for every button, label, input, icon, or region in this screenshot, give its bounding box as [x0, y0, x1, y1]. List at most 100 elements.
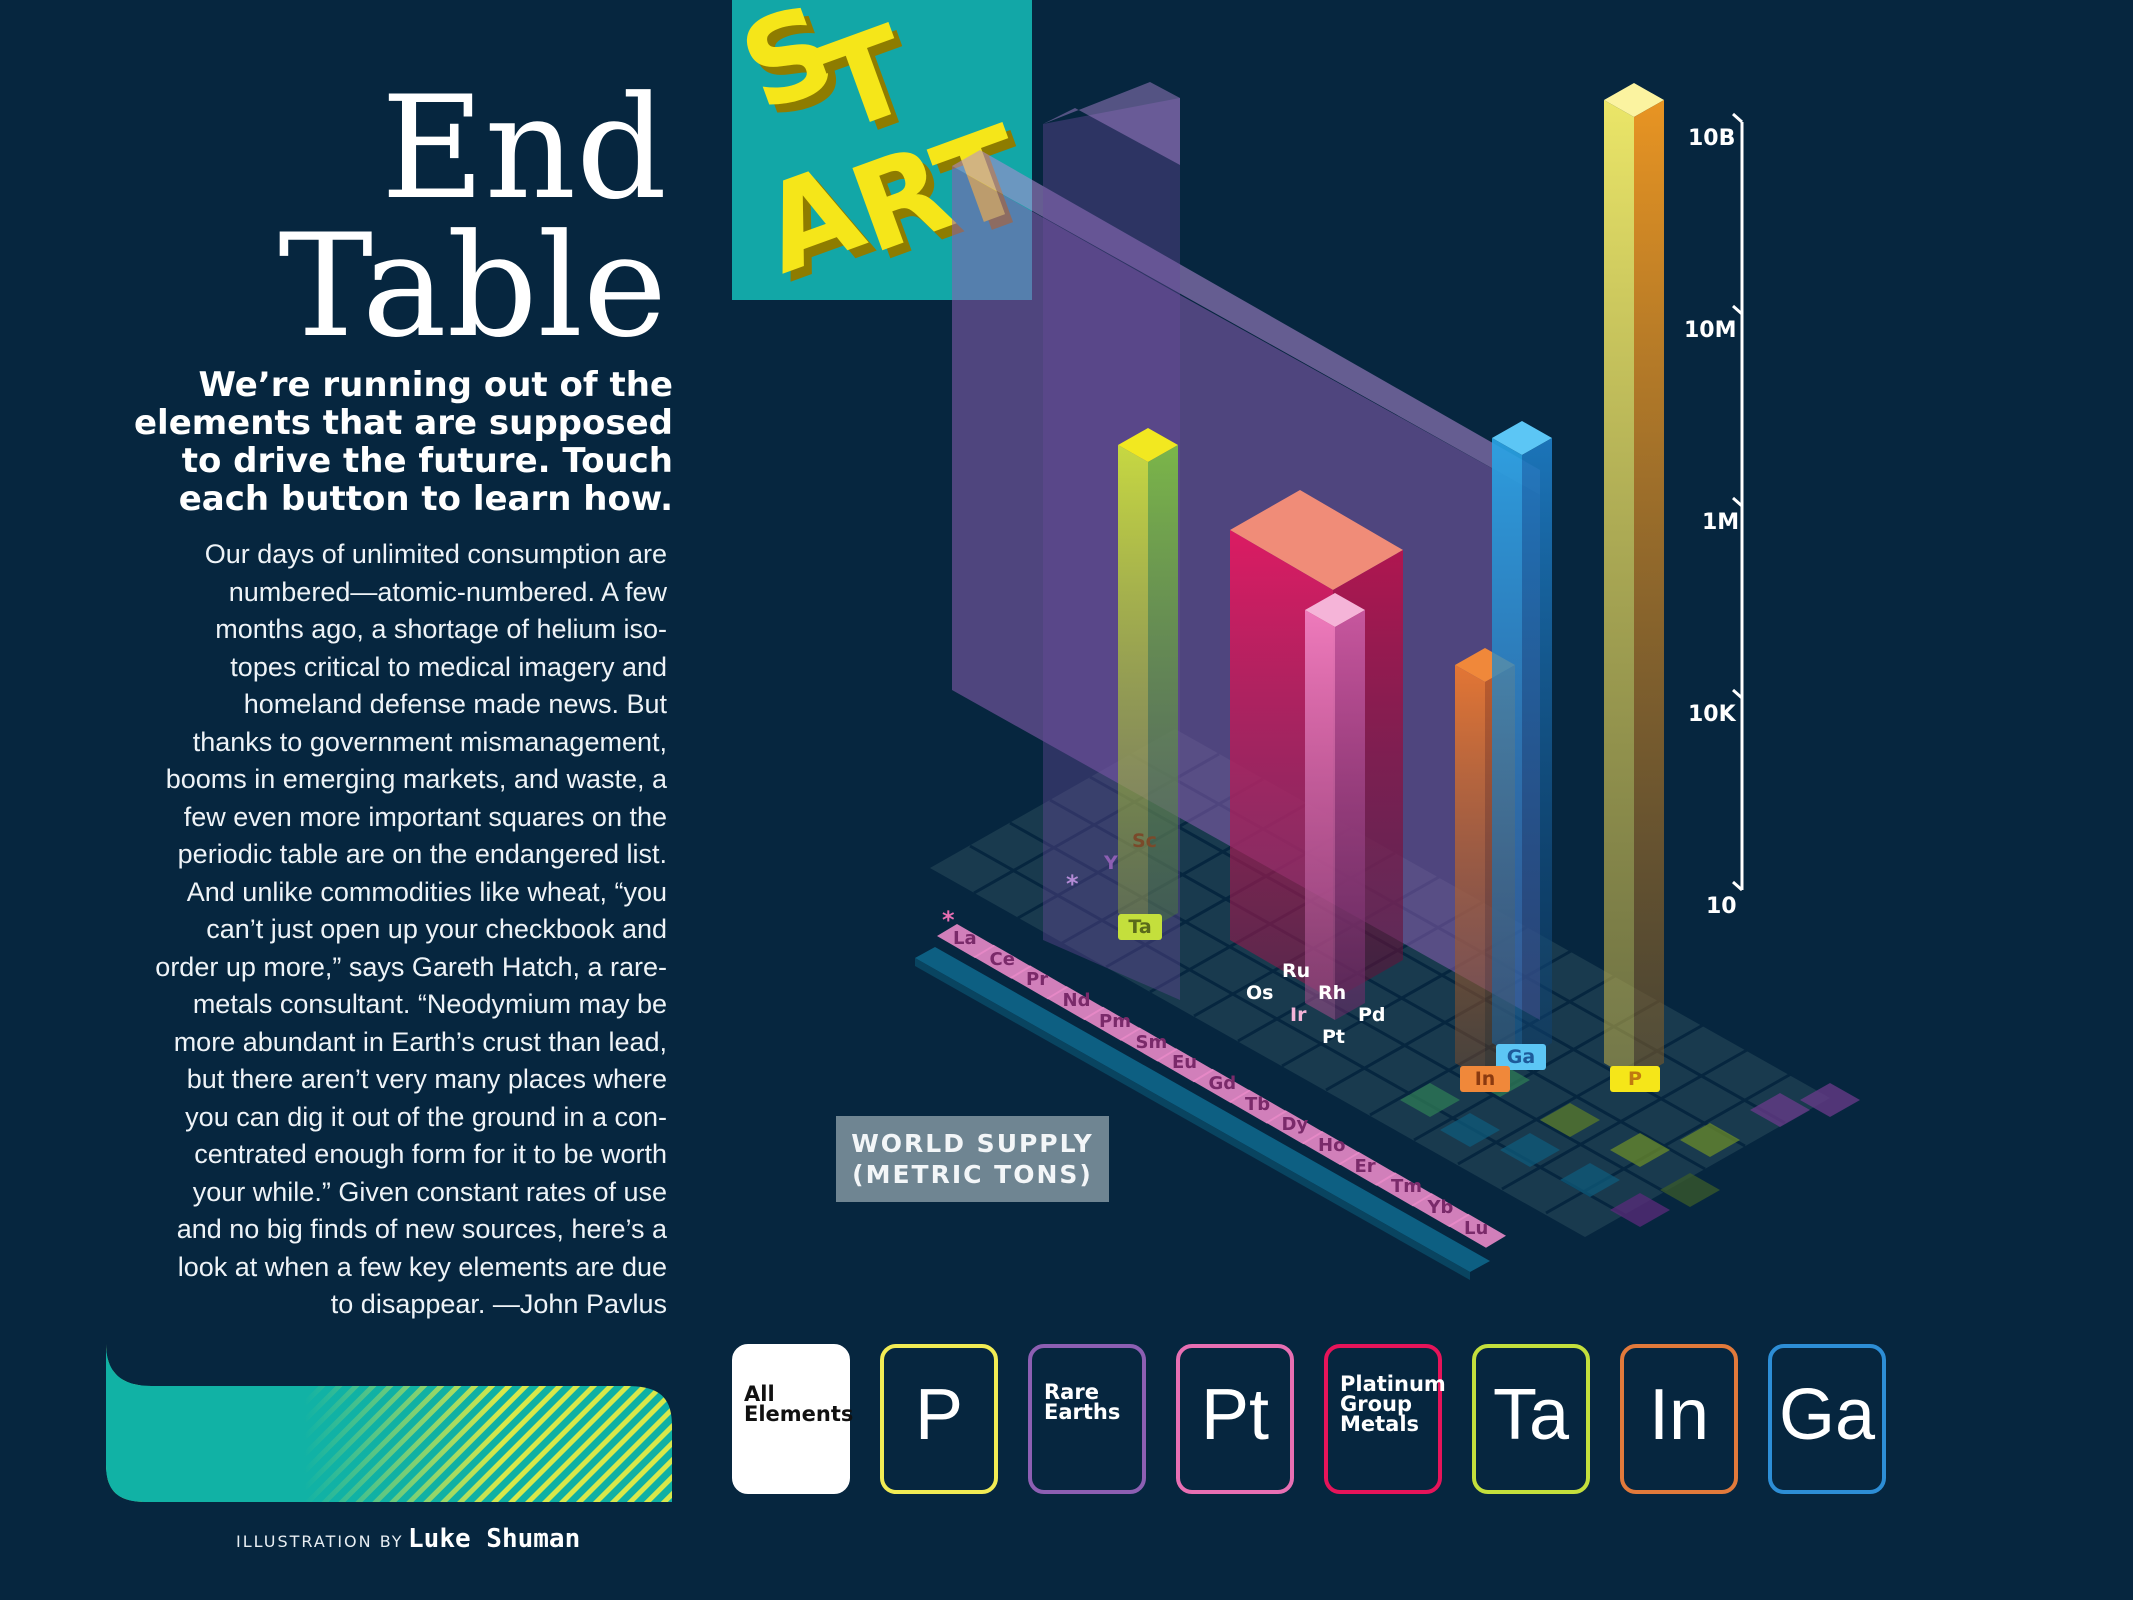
title-line-1: End — [380, 66, 667, 231]
supply-line-1: WORLD SUPPLY — [851, 1129, 1094, 1158]
lanthanide-label: Sm — [1135, 1031, 1168, 1053]
title-line-2: Table — [278, 204, 667, 369]
tantalum-button[interactable]: Ta — [1472, 1344, 1590, 1494]
body-line: to disappear. —John Pavlus — [330, 1289, 667, 1319]
all-elements-button[interactable]: All Elements — [732, 1344, 854, 1494]
body-line: periodic table are on the endangered lis… — [177, 839, 667, 869]
axis-tick-1m: 1M — [1702, 510, 1740, 535]
lanthanide-label: Tb — [1245, 1093, 1271, 1115]
lanthanide-label: Lu — [1464, 1217, 1489, 1239]
body-line: can’t just open up your checkbook and — [206, 914, 667, 944]
rare-earths-button[interactable]: Rare Earths — [1028, 1344, 1146, 1494]
phosphorus-symbol: P — [914, 1375, 964, 1455]
body-line: topes critical to medical imagery and — [230, 651, 667, 682]
lanthanide-label: Gd — [1208, 1072, 1237, 1094]
lanthanide-label: Yb — [1427, 1197, 1454, 1219]
subheading: We’re running out of the elements that a… — [53, 366, 673, 518]
page-title: End Table — [47, 66, 667, 369]
gallium-button[interactable]: Ga — [1768, 1344, 1886, 1494]
credit-prefix: ILLUSTRATION BY — [236, 1532, 404, 1551]
indium-symbol: In — [1648, 1375, 1710, 1455]
lanthanide-tile — [1229, 1089, 1287, 1124]
body-line: and no big finds of new sources, here’s … — [176, 1214, 667, 1244]
body-line: thanks to government mismanagement, — [192, 726, 667, 757]
lanthanide-tile — [1375, 1172, 1433, 1207]
body-line: your while.” Given constant rates of use — [192, 1176, 667, 1207]
body-line: centrated enough form for it to be worth — [194, 1139, 667, 1169]
element-label-rh: Rh — [1318, 982, 1347, 1004]
body-line: Our days of unlimited consumption are — [204, 539, 667, 569]
axis-tick-10k: 10K — [1688, 702, 1736, 727]
rare-earths-label: Rare Earths — [1044, 1380, 1148, 1424]
lanthanide-row — [937, 924, 1506, 1248]
illustration-credit: ILLUSTRATION BY Luke Shuman — [236, 1524, 580, 1554]
lanthanide-tile — [937, 924, 995, 958]
body-line: metals consultant. “Neodymium may be — [192, 989, 667, 1019]
label-line: All — [744, 1382, 775, 1406]
axis-tick-10m: 10M — [1684, 318, 1737, 343]
platinum-symbol: Pt — [1200, 1375, 1270, 1455]
bar-p — [1604, 83, 1664, 1080]
label-line: Rare — [1044, 1380, 1099, 1404]
gallium-symbol: Ga — [1778, 1375, 1876, 1455]
body-line: more abundant in Earth’s crust than lead… — [173, 1026, 667, 1057]
lanthanide-tile — [973, 944, 1032, 979]
element-tile-ta: Ta — [1118, 914, 1162, 940]
phosphorus-button[interactable]: P — [880, 1344, 998, 1494]
lanthanide-label: Ce — [989, 948, 1015, 970]
body-line: you can dig it out of the ground in a co… — [185, 1101, 667, 1132]
subhead-line: elements that are supposed — [133, 403, 673, 443]
element-label-ta: Ta — [1128, 916, 1152, 938]
lanthanide-label: La — [953, 928, 977, 949]
body-line: And unlike commodities like wheat, “you — [186, 876, 667, 907]
lanthanide-asterisk: * — [942, 906, 955, 934]
lanthanide-tile — [1156, 1048, 1214, 1083]
subhead-line: to drive the future. Touch — [181, 441, 673, 481]
pgm-label: Platinum Group Metals — [1340, 1372, 1446, 1436]
lanthanide-label: Pr — [1026, 969, 1049, 991]
axis-tick-10b: 10B — [1688, 126, 1736, 151]
lanthanide-tile — [1338, 1151, 1397, 1186]
body-line: homeland defense made news. But — [243, 689, 667, 719]
element-label-sc: Sc — [1132, 830, 1157, 852]
lanthanide-tile — [1046, 986, 1105, 1021]
label-line: Platinum — [1340, 1372, 1446, 1396]
lanthanide-label: Ho — [1318, 1135, 1346, 1156]
front-edge-row — [915, 947, 1490, 1280]
lanthanide-label: Nd — [1062, 990, 1091, 1012]
tantalum-symbol: Ta — [1492, 1375, 1570, 1455]
body-line: but there aren’t very many places where — [186, 1064, 667, 1094]
element-tile-ga: Ga — [1496, 1044, 1546, 1070]
body-line: months ago, a shortage of helium iso- — [215, 614, 667, 644]
element-tile-p: P — [1610, 1066, 1660, 1092]
platinum-group-metals-button[interactable]: Platinum Group Metals — [1324, 1344, 1446, 1494]
label-line: Elements — [744, 1402, 854, 1426]
credit-name: Luke Shuman — [408, 1524, 581, 1554]
bar-pt — [1305, 593, 1365, 1020]
lanthanide-tile — [1411, 1193, 1470, 1228]
subhead-line: each button to learn how. — [178, 479, 673, 519]
all-elements-label: All Elements — [744, 1382, 854, 1426]
platinum-button[interactable]: Pt — [1176, 1344, 1294, 1494]
lanthanide-tile — [1448, 1213, 1506, 1248]
lanthanide-tile — [1302, 1131, 1360, 1165]
element-label-ru: Ru — [1282, 960, 1311, 982]
label-line: Earths — [1044, 1400, 1121, 1424]
credit-ribbon — [106, 1344, 672, 1502]
element-label-os: Os — [1246, 982, 1274, 1004]
lanthanide-label: Pm — [1099, 1010, 1131, 1032]
world-supply-label: WORLD SUPPLY (METRIC TONS) — [836, 1116, 1109, 1202]
lanthanide-label: Dy — [1281, 1114, 1309, 1136]
body-line: numbered—atomic-numbered. A few — [228, 576, 667, 607]
lanthanide-label: Tm — [1391, 1176, 1423, 1198]
body-line: booms in emerging markets, and waste, a — [165, 764, 667, 794]
indium-button[interactable]: In — [1620, 1344, 1738, 1494]
label-line: Metals — [1340, 1412, 1420, 1436]
lanthanide-tile — [1192, 1068, 1251, 1103]
bar-ta — [1118, 428, 1178, 930]
supply-line-2: (METRIC TONS) — [852, 1160, 1093, 1189]
label-line: Group — [1340, 1392, 1413, 1416]
element-asterisk: * — [1066, 870, 1079, 898]
body-line: look at when a few key elements are due — [177, 1251, 667, 1282]
